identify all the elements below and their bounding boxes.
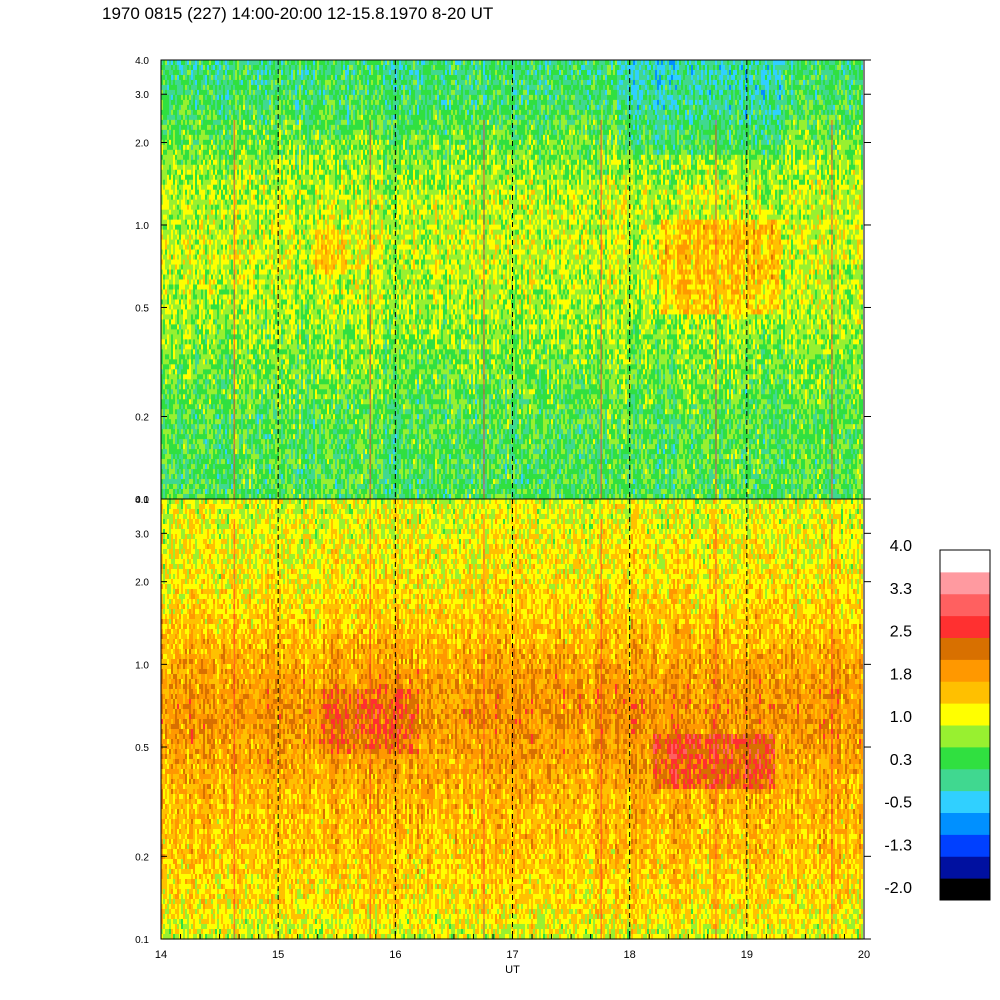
x-tick-label: 16 — [389, 949, 401, 961]
streak-line — [715, 519, 717, 939]
colorbar-swatch — [940, 834, 990, 856]
colorbar-label: -0.5 — [884, 795, 912, 812]
x-axis-label: UT — [505, 964, 520, 976]
y-tick-label: 0.2 — [135, 852, 149, 863]
colorbar-swatch — [940, 856, 990, 878]
colorbar-swatch — [940, 791, 990, 813]
y-tick-label: 4.0 — [135, 56, 149, 67]
streak-line — [483, 120, 485, 499]
y-tick-label: 1.0 — [135, 221, 149, 232]
streak-line — [483, 519, 485, 939]
y-tick-label: 1.0 — [135, 660, 149, 671]
colorbar-swatch — [940, 616, 990, 638]
colorbar-swatch — [940, 769, 990, 791]
streak-line — [831, 519, 833, 939]
streak-line — [234, 120, 236, 499]
y-tick-label: 0.1 — [135, 935, 149, 946]
colorbar-swatch — [940, 681, 990, 703]
y-tick-label: 2.0 — [135, 138, 149, 149]
colorbar-label: 3.3 — [890, 581, 912, 598]
colorbar-swatch — [940, 594, 990, 616]
y-tick-label: 3.0 — [135, 529, 149, 540]
colorbar-swatch — [940, 703, 990, 725]
colorbar-swatch — [940, 813, 990, 835]
y-tick-label: 2.0 — [135, 578, 149, 589]
x-tick-label: 15 — [272, 949, 284, 961]
x-tick-label: 20 — [858, 949, 870, 961]
x-tick-label: 14 — [155, 949, 167, 961]
streak-line — [715, 120, 717, 499]
streak-line — [370, 120, 372, 499]
colorbar-swatch — [940, 638, 990, 660]
colorbar-label: -2.0 — [884, 880, 912, 897]
colorbar-swatch — [940, 878, 990, 900]
y-tick-label: 0.5 — [135, 743, 149, 754]
streak-line — [234, 519, 236, 939]
x-tick-label: 19 — [741, 949, 753, 961]
colorbar-swatch — [940, 659, 990, 681]
colorbar-label: 4.0 — [890, 538, 912, 555]
x-tick-label: 18 — [624, 949, 636, 961]
colorbar-label: -1.3 — [884, 837, 912, 854]
colorbar-label: 2.5 — [890, 624, 912, 641]
colorbar-swatch — [940, 550, 990, 572]
colorbar-swatch — [940, 747, 990, 769]
colorbar-label: 0.3 — [890, 752, 912, 769]
colorbar-swatch — [940, 572, 990, 594]
streak-line — [600, 120, 602, 499]
x-tick-label: 17 — [506, 949, 518, 961]
streak-line — [600, 519, 602, 939]
y-tick-label: 4.0 — [135, 495, 149, 506]
y-tick-label: 0.2 — [135, 413, 149, 424]
y-tick-label: 3.0 — [135, 90, 149, 101]
colorbar-swatch — [940, 725, 990, 747]
streak-line — [370, 519, 372, 939]
streak-line — [831, 120, 833, 499]
colorbar-label: 1.0 — [890, 709, 912, 726]
colorbar-label: 1.8 — [890, 666, 912, 683]
y-tick-label: 0.5 — [135, 303, 149, 314]
